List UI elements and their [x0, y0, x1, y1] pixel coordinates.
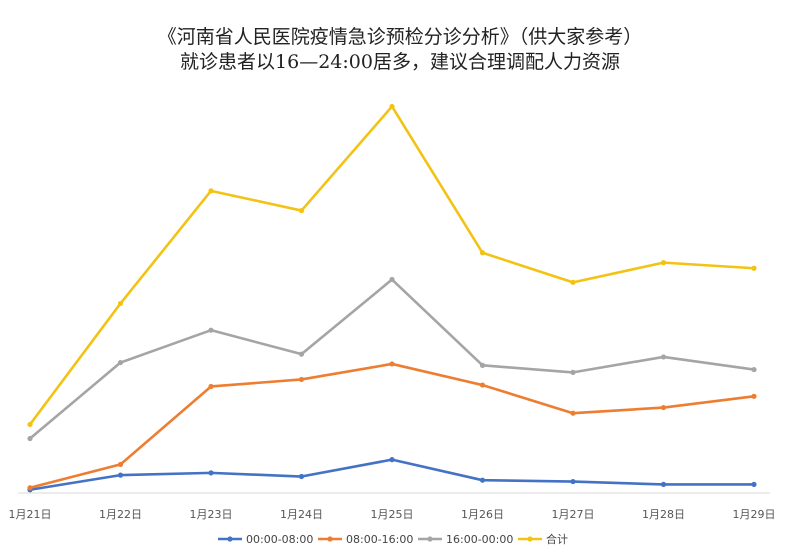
x-tick-label: 1月29日	[733, 508, 776, 521]
data-point	[751, 481, 757, 488]
series-line	[28, 105, 756, 426]
legend-label: 08:00-16:00	[346, 533, 413, 546]
data-point	[389, 276, 395, 283]
data-point	[117, 300, 124, 307]
legend-marker	[227, 536, 233, 542]
legend-label: 合计	[546, 532, 568, 546]
data-point	[27, 421, 33, 428]
x-tick-label: 1月26日	[461, 508, 504, 521]
x-tick-label: 1月23日	[190, 508, 233, 521]
series-line	[28, 458, 756, 492]
data-point	[570, 410, 576, 416]
data-point	[389, 361, 395, 367]
legend-marker	[527, 536, 533, 542]
series-line	[28, 278, 756, 440]
data-point	[570, 369, 576, 375]
data-point	[751, 265, 757, 271]
legend-marker	[327, 536, 333, 542]
data-point	[298, 207, 305, 214]
data-point	[117, 359, 124, 366]
x-tick-label: 1月27日	[552, 508, 595, 521]
data-point	[570, 478, 576, 485]
data-point	[27, 435, 33, 442]
data-point	[479, 250, 486, 256]
data-point	[751, 393, 757, 399]
legend-label: 16:00-00:00	[446, 533, 513, 546]
data-point	[298, 473, 305, 480]
data-point	[660, 260, 667, 266]
data-point	[479, 477, 486, 483]
data-point	[298, 351, 305, 357]
data-point	[660, 404, 667, 411]
chart-title: 《河南省人民医院疫情急诊预检分诊分析》（供大家参考）	[157, 26, 643, 48]
data-point	[479, 382, 486, 388]
data-point	[570, 279, 576, 285]
chart-subtitle: 就诊患者以16—24:00居多，建议合理调配人力资源	[180, 51, 620, 73]
legend-label: 00:00-08:00	[246, 533, 313, 546]
data-point	[389, 103, 395, 110]
x-tick-label: 1月28日	[642, 508, 685, 521]
data-point	[298, 376, 305, 383]
series-line	[28, 362, 756, 490]
legend-marker	[427, 536, 433, 542]
data-point	[479, 362, 486, 368]
x-tick-label: 1月24日	[280, 508, 323, 521]
data-point	[389, 457, 395, 463]
data-point	[660, 481, 667, 488]
data-point	[117, 472, 124, 478]
data-point	[208, 327, 214, 333]
data-point	[208, 470, 214, 476]
x-tick-label: 1月22日	[99, 508, 142, 521]
data-point	[27, 485, 33, 491]
data-point	[660, 354, 667, 360]
x-tick-label: 1月25日	[371, 508, 414, 521]
data-point	[751, 366, 757, 373]
x-tick-label: 1月21日	[9, 508, 52, 521]
data-point	[117, 461, 124, 468]
data-point	[208, 188, 214, 194]
data-point	[208, 383, 214, 390]
